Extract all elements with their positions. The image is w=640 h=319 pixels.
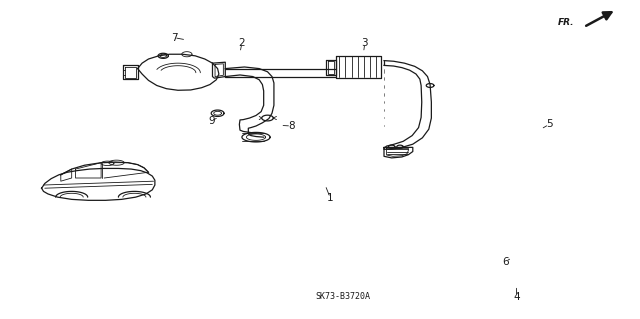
Text: 6: 6 bbox=[502, 256, 509, 267]
Text: 5: 5 bbox=[546, 119, 552, 130]
Text: 2: 2 bbox=[239, 38, 245, 48]
Text: 8: 8 bbox=[288, 121, 294, 131]
Text: SK73-B3720A: SK73-B3720A bbox=[315, 292, 370, 301]
Text: 1: 1 bbox=[327, 193, 333, 203]
Text: 7: 7 bbox=[171, 33, 177, 43]
Text: FR.: FR. bbox=[558, 18, 575, 27]
Text: 4: 4 bbox=[513, 292, 520, 302]
Text: 9: 9 bbox=[208, 115, 214, 126]
Text: 3: 3 bbox=[362, 38, 368, 48]
